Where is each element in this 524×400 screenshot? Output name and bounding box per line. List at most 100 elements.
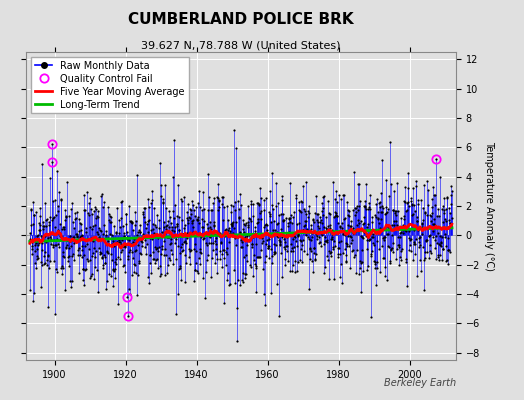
Point (446, 224, 455, 230)
Point (112, 230, 120, 236)
Point (260, 222, 269, 228)
Point (251, 260, 259, 267)
Point (289, 247, 297, 254)
Point (340, 216, 348, 223)
Point (318, 220, 326, 226)
Point (436, 242, 444, 248)
Point (401, 184, 409, 190)
Point (120, 230, 128, 236)
Point (176, 213, 184, 220)
Point (427, 213, 435, 219)
Point (96, 193, 105, 199)
Point (352, 270, 360, 276)
Point (291, 230, 299, 236)
Point (31, 260, 39, 266)
Point (31, 248, 40, 254)
Point (425, 233, 433, 240)
Text: CUMBERLAND POLICE BRK: CUMBERLAND POLICE BRK (128, 12, 354, 27)
Point (298, 199, 306, 206)
Point (308, 230, 316, 236)
Point (219, 247, 227, 253)
Point (169, 137, 178, 143)
Point (54, 227, 62, 234)
Point (380, 211, 389, 217)
Point (85, 211, 93, 218)
Point (277, 250, 285, 256)
Point (153, 245, 161, 251)
Point (244, 219, 252, 225)
Point (191, 266, 200, 273)
Point (132, 247, 140, 254)
Point (241, 222, 249, 228)
Point (337, 238, 345, 244)
Point (338, 220, 346, 226)
Point (434, 206, 442, 212)
Point (341, 258, 350, 264)
Point (101, 260, 109, 267)
Point (414, 227, 422, 233)
Point (385, 226, 393, 232)
Point (426, 242, 434, 248)
Point (109, 283, 117, 290)
Point (90, 245, 99, 251)
Point (266, 290, 275, 296)
Point (253, 200, 261, 206)
Point (362, 206, 370, 212)
Point (193, 269, 202, 276)
Point (285, 229, 293, 236)
Point (206, 219, 214, 225)
Point (332, 210, 340, 216)
Point (178, 217, 187, 223)
Point (220, 204, 228, 210)
Point (309, 268, 318, 275)
Point (91, 254, 100, 260)
Point (248, 272, 257, 279)
Point (429, 228, 437, 235)
Point (199, 236, 207, 242)
Point (68, 253, 77, 260)
Point (172, 213, 181, 219)
Point (390, 208, 399, 214)
Point (79, 266, 87, 272)
Point (435, 257, 443, 263)
Point (267, 202, 276, 208)
Point (396, 214, 405, 221)
Point (344, 233, 353, 239)
Point (111, 259, 119, 266)
Point (365, 200, 373, 206)
Point (213, 194, 221, 200)
Point (218, 250, 226, 257)
Point (187, 211, 195, 217)
Point (374, 209, 382, 215)
Point (412, 218, 421, 224)
Point (149, 249, 157, 255)
Point (119, 242, 127, 249)
Point (142, 250, 150, 257)
Point (374, 216, 383, 222)
Point (197, 233, 205, 239)
Point (269, 227, 278, 234)
Point (200, 206, 209, 212)
Point (416, 242, 424, 249)
Point (168, 227, 176, 234)
Point (442, 193, 451, 200)
Point (336, 224, 345, 230)
Point (296, 237, 304, 244)
Point (276, 242, 285, 249)
Point (382, 210, 390, 216)
Point (211, 230, 219, 237)
Point (255, 201, 263, 207)
Point (299, 227, 307, 233)
Point (79, 276, 88, 283)
Point (160, 252, 169, 258)
Point (414, 244, 423, 250)
Point (205, 234, 214, 240)
Point (28, 250, 36, 257)
Point (405, 246, 413, 253)
Point (209, 219, 217, 226)
Point (225, 282, 233, 288)
Point (101, 254, 109, 260)
Point (408, 201, 416, 207)
Point (47, 230, 56, 236)
Point (85, 200, 93, 206)
